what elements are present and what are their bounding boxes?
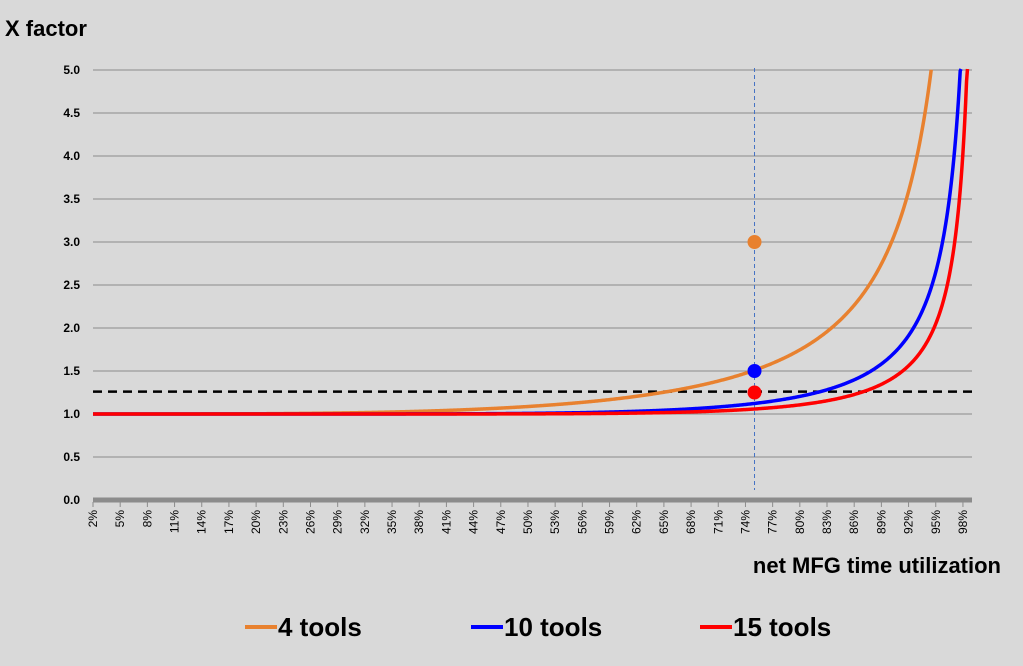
data-point [747, 364, 762, 378]
y-tick-label: 4.0 [63, 149, 80, 163]
x-tick-label: 35% [385, 510, 399, 534]
x-tick-label: 86% [847, 510, 861, 534]
y-axis-title: X factor [5, 16, 87, 41]
y-tick-label: 1.5 [63, 364, 80, 378]
x-tick-label: 83% [820, 510, 834, 534]
x-tick-label: 5% [113, 510, 127, 528]
x-tick-label: 62% [630, 510, 644, 534]
legend-label: 10 tools [504, 612, 602, 642]
x-tick-label: 44% [467, 510, 481, 534]
x-tick-label: 20% [249, 510, 263, 534]
x-tick-label: 23% [276, 510, 290, 534]
x-tick-label: 56% [575, 510, 589, 534]
x-tick-label: 11% [168, 510, 182, 533]
legend-label: 4 tools [278, 612, 362, 642]
data-point [747, 385, 762, 400]
x-tick-label: 98% [956, 510, 970, 534]
series-line [92, 68, 970, 416]
y-tick-label: 3.0 [63, 235, 80, 249]
y-tick-label: 2.5 [63, 278, 80, 292]
x-tick-label: 89% [874, 510, 888, 534]
x-axis [92, 497, 972, 507]
x-tick-label: 53% [548, 510, 562, 534]
y-tick-label: 0.5 [63, 450, 80, 464]
x-tick-label: 68% [684, 510, 698, 534]
x-tick-label: 29% [331, 510, 345, 534]
x-tick-label: 14% [195, 510, 209, 534]
x-tick-label: 77% [766, 510, 780, 534]
x-tick-label: 50% [521, 510, 535, 534]
legend: 4 tools 10 tools 15 tools [245, 612, 831, 642]
y-tick-label: 4.5 [63, 106, 80, 120]
y-tick-labels: 0.0 0.5 1.0 1.5 2.0 2.5 3.0 3.5 4.0 4.5 5.0 [63, 63, 80, 507]
x-tick-label: 32% [358, 510, 372, 534]
y-tick-label: 2.0 [63, 321, 80, 335]
x-tick-label: 59% [603, 510, 617, 534]
x-tick-label: 92% [902, 510, 916, 534]
x-tick-labels: 2% 5% 8% 11% 14% 17% 20% 23% 26% 29% 32% 35% 38% 41% 4… [86, 510, 970, 534]
legend-label: 15 tools [733, 612, 831, 642]
y-tick-label: 0.0 [63, 493, 80, 507]
x-tick-label: 47% [494, 510, 508, 534]
series-lines [92, 68, 970, 416]
y-tick-label: 5.0 [63, 63, 80, 77]
x-tick-label: 38% [412, 510, 426, 534]
series-markers [747, 235, 762, 400]
x-tick-label: 80% [793, 510, 807, 534]
x-tick-label: 26% [303, 510, 317, 534]
y-tick-label: 1.0 [63, 407, 80, 421]
x-tick-label: 71% [711, 510, 725, 534]
x-tick-label: 74% [738, 510, 752, 534]
x-tick-label: 95% [929, 510, 943, 534]
x-axis-title: net MFG time utilization [753, 553, 1001, 578]
reference-lines [93, 68, 972, 490]
y-tick-label: 3.5 [63, 192, 80, 206]
x-tick-label: 17% [222, 510, 236, 534]
x-tick-label: 65% [657, 510, 671, 534]
x-tick-label: 2% [86, 510, 100, 528]
x-tick-label: 41% [439, 510, 453, 534]
x-tick-label: 8% [140, 510, 154, 528]
data-point [747, 235, 762, 249]
